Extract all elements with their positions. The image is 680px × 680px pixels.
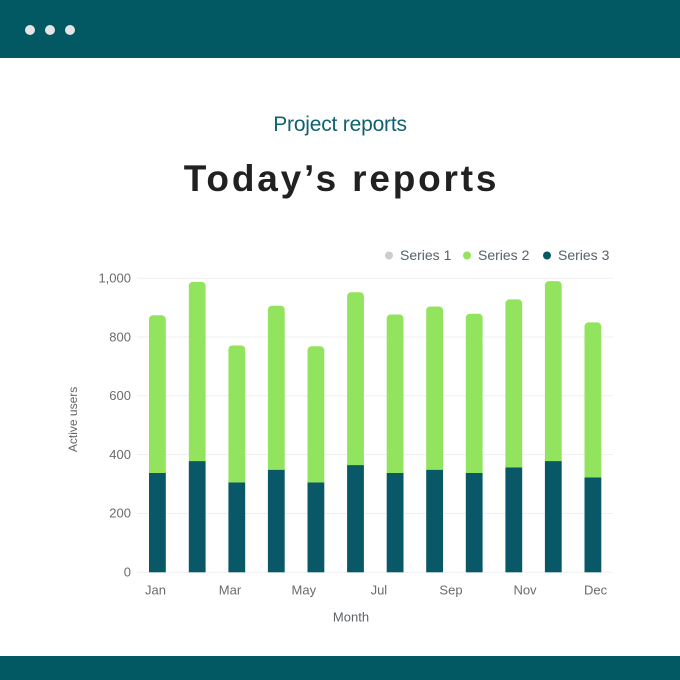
svg-text:0: 0 bbox=[124, 565, 131, 580]
svg-text:Jul: Jul bbox=[371, 583, 388, 598]
svg-text:800: 800 bbox=[109, 329, 131, 344]
svg-text:Series 1: Series 1 bbox=[400, 247, 452, 263]
svg-text:Jan: Jan bbox=[145, 583, 166, 598]
svg-text:Series 3: Series 3 bbox=[558, 247, 610, 263]
svg-text:May: May bbox=[292, 583, 317, 598]
svg-text:Active users: Active users bbox=[66, 387, 80, 452]
svg-text:Nov: Nov bbox=[513, 583, 537, 598]
svg-text:400: 400 bbox=[109, 447, 131, 462]
svg-text:200: 200 bbox=[109, 506, 131, 521]
svg-text:Series 2: Series 2 bbox=[478, 247, 530, 263]
svg-text:Sep: Sep bbox=[439, 583, 462, 598]
svg-text:Dec: Dec bbox=[584, 583, 608, 598]
svg-text:600: 600 bbox=[109, 388, 131, 403]
svg-text:Mar: Mar bbox=[219, 583, 242, 598]
svg-text:Month: Month bbox=[333, 609, 369, 624]
svg-text:1,000: 1,000 bbox=[98, 271, 131, 286]
